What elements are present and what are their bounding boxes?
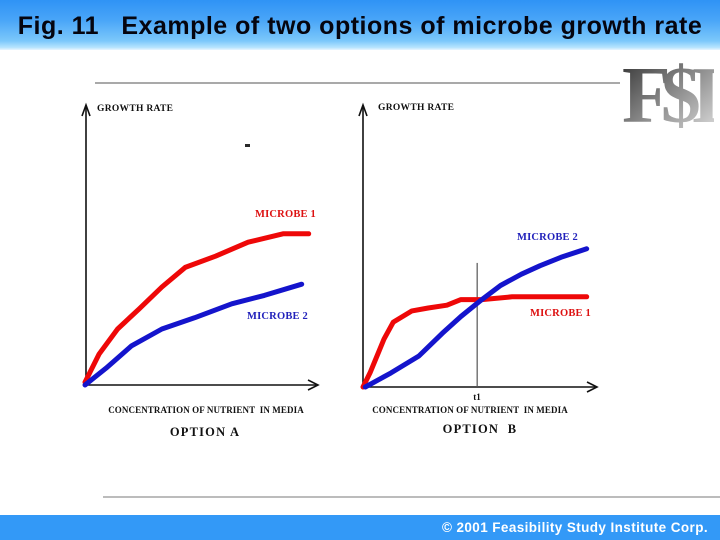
microbe1-label: MICROBE 1	[530, 308, 592, 319]
top-divider	[95, 82, 620, 84]
y-axis	[81, 102, 91, 386]
stray-mark	[245, 144, 250, 147]
bottom-divider	[103, 496, 720, 498]
copyright-text: © 2001 Feasibility Study Institute Corp.	[441, 520, 708, 535]
microbe2-label: MICROBE 2	[517, 232, 579, 243]
header-bar: Fig. 11 Example of two options of microb…	[0, 0, 720, 50]
curve-microbe-1	[360, 294, 590, 390]
curve-microbe-2	[362, 246, 590, 390]
x-axis-label: CONCENTRATION OF NUTRIENT IN MEDIA	[372, 405, 568, 415]
fsi-logo: F$I	[622, 52, 714, 138]
chart-option-b: GROWTH RATE MICROBE 2 MICROBE 1 t1 CONCE…	[350, 95, 620, 445]
y-axis	[358, 102, 368, 388]
x-axis-label: CONCENTRATION OF NUTRIENT IN MEDIA	[108, 405, 304, 415]
chart-option-a: GROWTH RATE MICROBE 1 MICROBE 2 CONCENTR…	[75, 95, 345, 445]
chart-option-a-canvas	[81, 102, 320, 391]
microbe1-label: MICROBE 1	[255, 209, 317, 220]
curve-microbe-1	[82, 231, 312, 385]
y-axis-label: GROWTH RATE	[378, 103, 455, 113]
y-axis-label: GROWTH RATE	[97, 104, 174, 114]
curve-microbe-2	[82, 281, 305, 388]
footer-bar: © 2001 Feasibility Study Institute Corp.	[0, 515, 720, 540]
x-axis	[85, 379, 320, 391]
microbe2-label: MICROBE 2	[247, 311, 309, 322]
t1-annotation-label: t1	[473, 392, 481, 402]
chart-option-b-canvas	[358, 102, 599, 393]
page-title: Fig. 11 Example of two options of microb…	[17, 12, 703, 40]
option-a-caption: OPTION A	[169, 425, 241, 439]
x-axis	[362, 381, 599, 393]
option-b-caption: OPTION B	[442, 422, 518, 436]
fsi-logo-text: F$I	[622, 52, 714, 138]
